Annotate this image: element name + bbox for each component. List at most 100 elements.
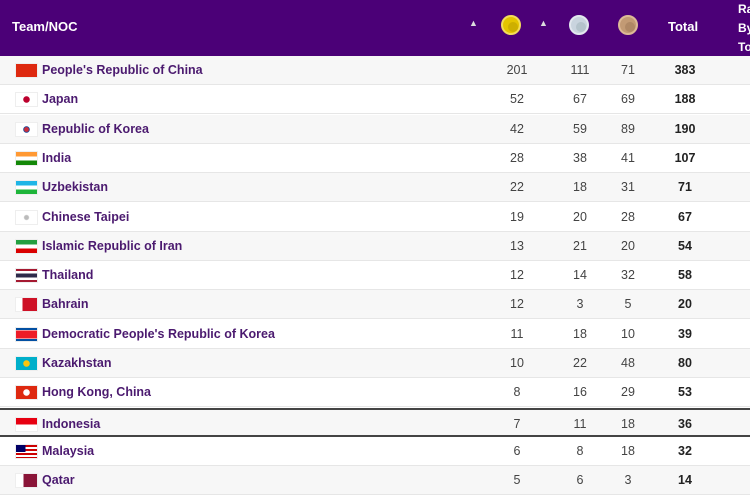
- country-name[interactable]: Hong Kong, China: [42, 385, 152, 400]
- country-name[interactable]: Indonesia: [42, 416, 101, 431]
- silver-count: 59: [573, 121, 587, 136]
- silver-count: 21: [573, 238, 587, 253]
- rank-column-header[interactable]: Rank By Total: [738, 2, 750, 54]
- total-count: 36: [678, 416, 692, 431]
- silver-count: 38: [573, 150, 587, 165]
- bronze-count: 71: [621, 63, 635, 77]
- total-count: 107: [674, 150, 696, 165]
- sort-icon[interactable]: ▲: [469, 18, 478, 28]
- table-row[interactable]: Uzbekistan 22 18 31 71: [0, 173, 750, 203]
- country-name[interactable]: Thailand: [42, 268, 94, 283]
- bronze-count: 89: [621, 121, 635, 136]
- gold-count: 201: [506, 63, 528, 77]
- total-count: 80: [678, 356, 692, 370]
- total-count: 190: [674, 121, 696, 136]
- silver-count: 22: [573, 356, 587, 370]
- total-count: 53: [678, 385, 692, 400]
- total-count: 71: [678, 180, 692, 195]
- total-count: 58: [678, 268, 692, 283]
- flag-icon: [15, 356, 38, 371]
- flag-icon: [15, 473, 38, 489]
- flag-icon: [15, 297, 38, 313]
- country-name[interactable]: Democratic People's Republic of Korea: [42, 326, 275, 341]
- silver-count: 14: [573, 268, 587, 283]
- table-row[interactable]: Thailand 12 14 32 58: [0, 261, 750, 291]
- silver-count: 16: [573, 385, 587, 400]
- gold-count: 10: [510, 356, 524, 370]
- total-count: 67: [678, 209, 692, 224]
- gold-count: 42: [510, 121, 524, 136]
- country-name[interactable]: Republic of Korea: [42, 121, 149, 136]
- country-name[interactable]: India: [42, 150, 72, 165]
- table-row[interactable]: Chinese Taipei 19 20 28 67: [0, 203, 750, 232]
- country-name[interactable]: Japan: [42, 92, 79, 107]
- silver-count: 18: [573, 326, 587, 341]
- gold-count: 11: [510, 326, 524, 341]
- silver-count: 6: [576, 473, 584, 488]
- silver-medal-icon[interactable]: [569, 15, 589, 35]
- country-name[interactable]: Islamic Republic of Iran: [42, 238, 183, 253]
- gold-count: 13: [510, 238, 524, 253]
- silver-count: 18: [573, 180, 587, 195]
- bronze-count: 5: [624, 297, 632, 312]
- total-count: 32: [678, 443, 692, 458]
- bronze-count: 31: [621, 180, 635, 195]
- silver-count: 8: [576, 443, 584, 458]
- sort-icon[interactable]: ▲: [539, 18, 548, 28]
- total-count: 39: [678, 326, 692, 341]
- country-name[interactable]: Qatar: [42, 473, 75, 488]
- country-name[interactable]: Bahrain: [42, 297, 89, 312]
- table-row[interactable]: Qatar 5 6 3 14: [0, 466, 750, 496]
- flag-icon: [15, 238, 38, 254]
- gold-count: 12: [510, 297, 524, 312]
- table-header: Team/NOC ▲ ▲ Total Rank By Total: [0, 0, 750, 56]
- bronze-count: 41: [621, 150, 635, 165]
- gold-medal-icon[interactable]: [501, 15, 521, 35]
- gold-count: 28: [510, 150, 524, 165]
- flag-icon: [15, 121, 38, 137]
- silver-count: 20: [573, 209, 587, 224]
- bronze-count: 48: [621, 356, 635, 370]
- flag-icon: [15, 416, 38, 432]
- bronze-medal-icon[interactable]: [618, 15, 638, 35]
- table-row[interactable]: Japan 52 67 69 188: [0, 85, 750, 115]
- flag-icon: [15, 63, 38, 78]
- bronze-count: 20: [621, 238, 635, 253]
- country-name[interactable]: Chinese Taipei: [42, 209, 130, 224]
- team-column-header[interactable]: Team/NOC: [12, 19, 78, 34]
- bronze-count: 32: [621, 268, 635, 283]
- gold-count: 52: [510, 92, 524, 107]
- flag-icon: [15, 443, 38, 459]
- silver-count: 67: [573, 92, 587, 107]
- table-row[interactable]: Republic of Korea 42 59 89 190: [0, 114, 750, 144]
- bronze-count: 28: [621, 209, 635, 224]
- table-row[interactable]: Islamic Republic of Iran 13 21 20 54: [0, 231, 750, 261]
- country-name[interactable]: People's Republic of China: [42, 63, 203, 77]
- total-count: 14: [678, 473, 692, 488]
- total-count: 383: [674, 63, 696, 77]
- total-count: 20: [678, 297, 692, 312]
- flag-icon: [15, 385, 38, 401]
- table-row[interactable]: India 28 38 41 107: [0, 144, 750, 173]
- gold-count: 12: [510, 268, 524, 283]
- country-name[interactable]: Kazakhstan: [42, 356, 112, 370]
- silver-count: 11: [573, 416, 587, 431]
- flag-icon: [15, 268, 38, 284]
- table-row[interactable]: Democratic People's Republic of Korea 11…: [0, 320, 750, 349]
- table-row[interactable]: Hong Kong, China 8 16 29 53: [0, 378, 750, 408]
- country-name[interactable]: Uzbekistan: [42, 180, 108, 195]
- table-row[interactable]: Bahrain 12 3 5 20: [0, 290, 750, 320]
- table-row[interactable]: People's Republic of China 201 111 71 38…: [0, 56, 750, 85]
- bronze-count: 18: [621, 443, 635, 458]
- bronze-count: 18: [621, 416, 635, 431]
- gold-count: 5: [513, 473, 521, 488]
- table-row[interactable]: Malaysia 6 8 18 32: [0, 437, 750, 466]
- total-column-header[interactable]: Total: [668, 19, 699, 34]
- silver-count: 111: [570, 63, 590, 77]
- country-name[interactable]: Malaysia: [42, 443, 95, 458]
- flag-icon: [15, 180, 38, 196]
- gold-count: 8: [513, 385, 521, 400]
- bronze-count: 29: [621, 385, 635, 400]
- table-row[interactable]: Indonesia 7 11 18 36: [0, 407, 750, 437]
- table-row[interactable]: Kazakhstan 10 22 48 80: [0, 349, 750, 378]
